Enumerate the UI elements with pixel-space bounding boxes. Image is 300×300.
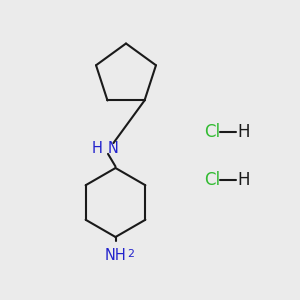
Text: H: H (92, 141, 103, 156)
Text: NH: NH (105, 248, 126, 263)
Text: Cl: Cl (204, 171, 220, 189)
Text: 2: 2 (127, 249, 134, 259)
Text: H: H (238, 171, 250, 189)
Text: H: H (238, 123, 250, 141)
Text: N: N (108, 141, 119, 156)
Text: Cl: Cl (204, 123, 220, 141)
